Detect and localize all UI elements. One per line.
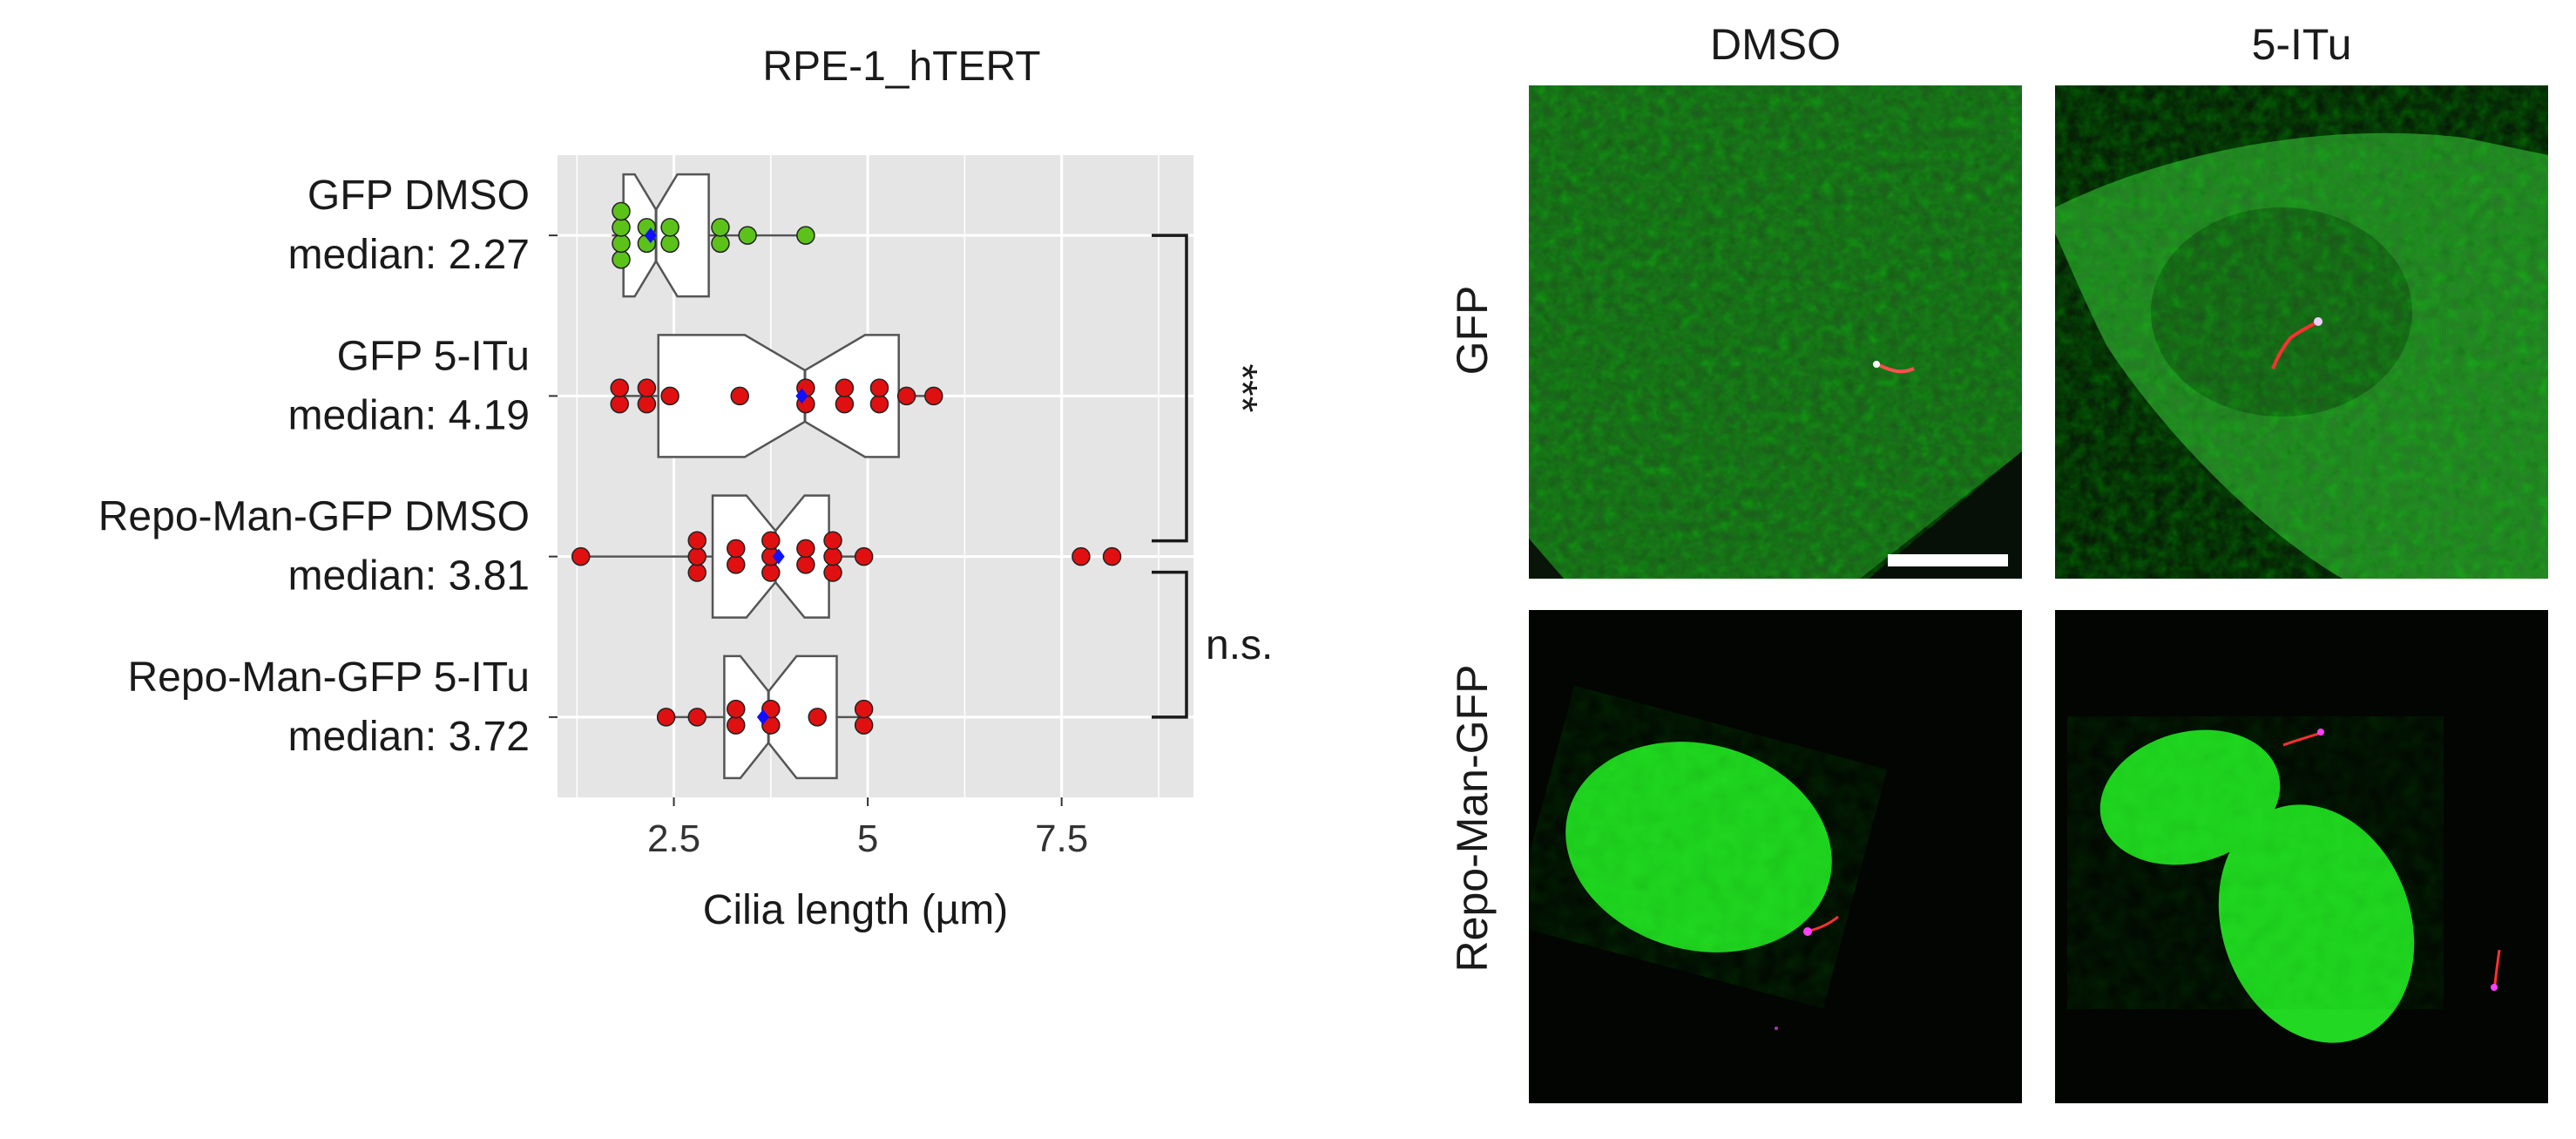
x-axis-label: Cilia length (µm) xyxy=(703,887,1008,933)
x-tick-label: 7.5 xyxy=(1035,817,1088,860)
micrograph-gfp-dmso xyxy=(1529,85,2022,579)
data-point xyxy=(796,555,815,574)
data-point xyxy=(854,715,874,735)
data-point xyxy=(823,531,842,550)
data-point xyxy=(687,546,707,566)
data-point xyxy=(727,715,746,735)
data-point xyxy=(571,546,591,566)
y-label-group: GFP 5-ITu xyxy=(337,333,530,379)
column-title-dmso: DMSO xyxy=(1710,20,1841,69)
point-layer xyxy=(571,201,1122,735)
mean-marker xyxy=(644,227,657,244)
micrograph-grid: DMSO 5-ITu GFP Repo-Man-GFP xyxy=(1411,0,2576,1135)
data-point xyxy=(854,546,874,566)
column-title-5itu: 5-ITu xyxy=(2251,20,2352,69)
x-tick-labels: 2.5 5 7.5 xyxy=(647,797,1088,860)
data-point xyxy=(761,563,781,582)
data-point xyxy=(808,708,827,727)
significance-bracket xyxy=(1152,234,1188,543)
data-point xyxy=(660,386,679,406)
data-point xyxy=(687,708,707,727)
data-point xyxy=(796,539,815,559)
data-point xyxy=(738,226,757,245)
data-point xyxy=(761,699,781,719)
data-point xyxy=(610,378,629,397)
data-point xyxy=(761,531,781,550)
data-point xyxy=(687,563,707,582)
micrograph-gfp-5itu xyxy=(2055,85,2548,579)
significance-label: *** xyxy=(1219,363,1265,412)
y-label-group: GFP DMSO xyxy=(308,173,530,219)
data-point xyxy=(854,699,874,719)
boxplot-figure: RPE-1_hTERT GFP DMSO median: 2.27 GFP 5-IT… xyxy=(98,44,1274,933)
data-point xyxy=(727,699,746,719)
micrograph-repo-man-gfp-5itu xyxy=(2055,610,2548,1103)
data-point xyxy=(727,555,746,574)
data-point xyxy=(823,563,842,582)
boxplot-chart: RPE-1_hTERT GFP DMSO median: 2.27 GFP 5-IT… xyxy=(98,44,1274,933)
data-point xyxy=(896,386,916,406)
data-point xyxy=(687,531,707,550)
row-title-repo-man-gfp: Repo-Man-GFP xyxy=(1448,664,1497,973)
micrograph-repo-man-gfp-dmso xyxy=(1529,610,2022,1103)
data-point xyxy=(727,539,746,559)
data-point xyxy=(730,386,749,406)
y-label-group: Repo-Man-GFP DMSO xyxy=(98,494,530,540)
data-point xyxy=(660,234,679,254)
data-point xyxy=(869,394,889,414)
data-point xyxy=(612,250,631,269)
y-label-median: median: 3.81 xyxy=(287,553,530,600)
data-point xyxy=(835,378,855,397)
data-point xyxy=(612,234,631,254)
data-point xyxy=(637,378,657,397)
data-point xyxy=(796,226,815,245)
mean-marker xyxy=(772,548,785,565)
data-point xyxy=(656,708,676,727)
y-label-median: median: 4.19 xyxy=(287,392,530,438)
data-point xyxy=(924,386,943,406)
data-point xyxy=(1072,546,1091,566)
data-point xyxy=(823,546,842,566)
scale-bar xyxy=(1888,554,2008,566)
data-point xyxy=(711,218,730,237)
data-point xyxy=(610,394,629,414)
significance-bracket xyxy=(1152,570,1188,719)
data-point xyxy=(612,218,631,237)
mean-marker xyxy=(795,388,808,404)
data-point xyxy=(612,201,631,221)
data-point xyxy=(660,218,679,237)
row-title-gfp: GFP xyxy=(1448,285,1497,376)
mean-marker xyxy=(756,708,769,725)
chart-title: RPE-1_hTERT xyxy=(762,44,1040,90)
data-point xyxy=(711,234,730,254)
y-tick-labels: GFP DMSO median: 2.27 GFP 5-ITu median: 4.1… xyxy=(98,173,558,760)
data-point xyxy=(637,394,657,414)
x-tick-label: 2.5 xyxy=(647,817,700,860)
data-point xyxy=(1102,546,1122,566)
notched-box xyxy=(723,654,838,780)
y-label-median: median: 3.72 xyxy=(287,714,530,760)
data-point xyxy=(835,394,855,414)
significance-brackets: *** n.s. xyxy=(1152,234,1273,719)
significance-label: n.s. xyxy=(1206,622,1273,668)
y-label-median: median: 2.27 xyxy=(287,232,530,278)
x-tick-label: 5 xyxy=(857,817,878,860)
data-point xyxy=(869,378,889,397)
notched-box xyxy=(657,334,900,458)
y-label-group: Repo-Man-GFP 5-ITu xyxy=(128,654,530,701)
